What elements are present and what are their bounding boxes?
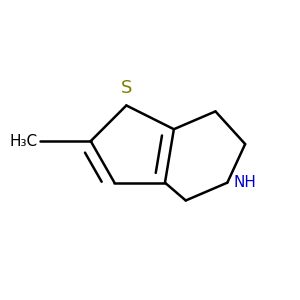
Text: NH: NH — [233, 175, 256, 190]
Text: H₃C: H₃C — [9, 134, 37, 148]
Text: S: S — [121, 79, 132, 97]
